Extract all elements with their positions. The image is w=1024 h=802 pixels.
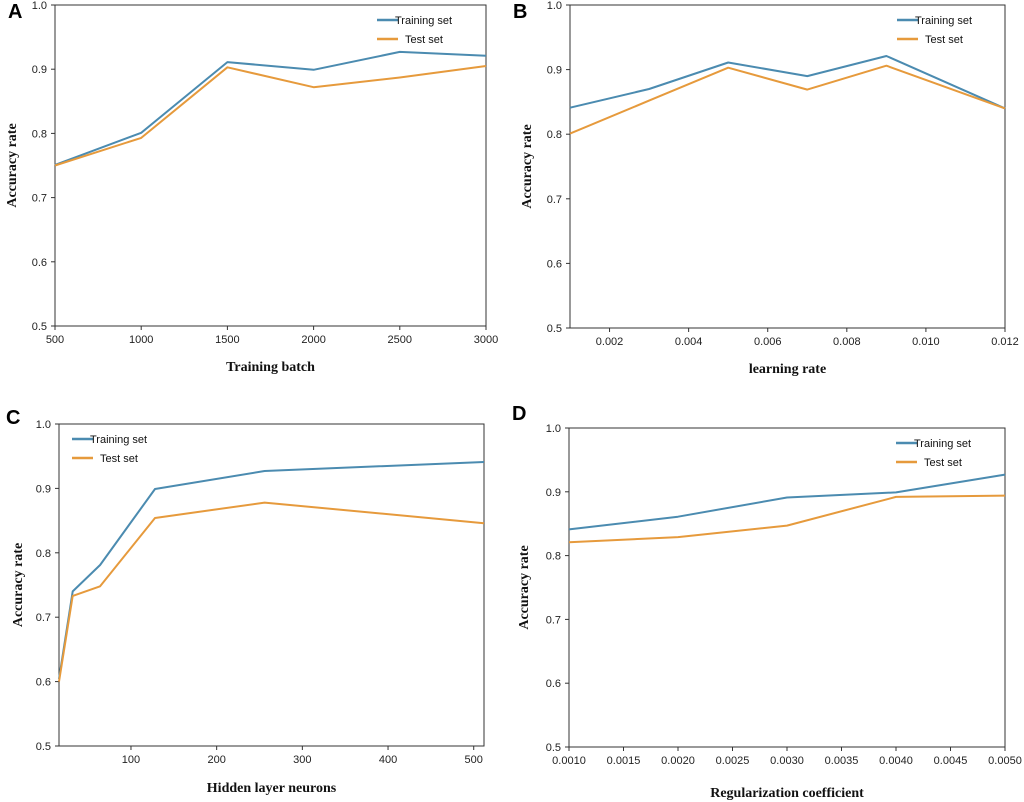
x-tick-label: 0.012 bbox=[991, 336, 1019, 348]
y-axis-title: Accuracy rate bbox=[520, 124, 535, 208]
x-tick-label: 500 bbox=[46, 334, 64, 346]
y-tick-label: 0.7 bbox=[32, 193, 47, 205]
plot-frame bbox=[58, 423, 485, 747]
x-tick-label: 0.0040 bbox=[879, 755, 913, 767]
x-axis-title: learning rate bbox=[749, 362, 826, 377]
panel-label: A bbox=[8, 1, 22, 23]
legend-label: Training set bbox=[395, 15, 452, 27]
x-tick-label: 1000 bbox=[129, 334, 153, 346]
plot-frame bbox=[568, 427, 1006, 748]
legend-label: Training set bbox=[90, 434, 147, 446]
chart-panel-a: A 0.5 0.6 0.7 0.8 0.9 1.0 500 1000 1500 2000 2500 30… bbox=[5, 0, 498, 375]
y-tick-label: 0.7 bbox=[36, 612, 51, 624]
legend: Training set Test set bbox=[897, 15, 972, 46]
y-tick-label: 0.6 bbox=[36, 677, 51, 689]
y-axis-title: Accuracy rate bbox=[517, 545, 532, 629]
series-line-test-set bbox=[54, 65, 487, 167]
x-tick-label: 300 bbox=[293, 754, 311, 766]
series-line-test-set bbox=[569, 64, 1006, 135]
legend-label: Test set bbox=[405, 34, 443, 46]
x-tick-label: 500 bbox=[465, 754, 483, 766]
series-line-training-set bbox=[58, 461, 485, 680]
y-tick-label: 0.9 bbox=[36, 483, 51, 495]
x-tick-label: 0.006 bbox=[754, 336, 782, 348]
y-tick-label: 0.8 bbox=[32, 128, 47, 140]
legend-label: Training set bbox=[914, 438, 971, 450]
y-tick-label: 0.8 bbox=[36, 548, 51, 560]
y-tick-label: 0.6 bbox=[546, 678, 561, 690]
x-tick-label: 0.0030 bbox=[770, 755, 804, 767]
x-tick-label: 2500 bbox=[388, 334, 412, 346]
chart-panel-d: D 0.5 0.6 0.7 0.8 0.9 1.0 0.0010 0.0015 0.0020 0.0… bbox=[512, 403, 1022, 801]
x-tick-label: 0.0010 bbox=[552, 755, 586, 767]
y-tick-label: 0.5 bbox=[32, 321, 47, 333]
x-axis-title: Regularization coefficient bbox=[710, 786, 864, 801]
series-line-training-set bbox=[569, 55, 1006, 110]
x-tick-label: 100 bbox=[122, 754, 140, 766]
plot-frame bbox=[569, 4, 1006, 329]
series-line-training-set bbox=[54, 50, 487, 166]
y-tick-label: 0.5 bbox=[547, 323, 562, 335]
legend: Training set Test set bbox=[377, 15, 452, 46]
x-tick-label: 400 bbox=[379, 754, 397, 766]
y-tick-label: 1.0 bbox=[36, 419, 51, 431]
x-tick-label: 3000 bbox=[474, 334, 498, 346]
y-tick-label: 0.5 bbox=[546, 742, 561, 754]
series-line-test-set bbox=[58, 501, 485, 682]
legend-label: Training set bbox=[915, 15, 972, 27]
series-line-training-set bbox=[568, 473, 1006, 531]
x-tick-label: 0.0045 bbox=[934, 755, 968, 767]
y-tick-label: 0.8 bbox=[547, 129, 562, 141]
y-axis-title: Accuracy rate bbox=[11, 543, 26, 627]
legend: Training set Test set bbox=[896, 438, 971, 469]
chart-panel-c: C 0.5 0.6 0.7 0.8 0.9 1.0 100 200 300 400 500 Hidden… bbox=[6, 407, 485, 796]
x-tick-label: 2000 bbox=[301, 334, 325, 346]
panel-label: C bbox=[6, 407, 20, 429]
x-tick-label: 0.010 bbox=[912, 336, 940, 348]
y-tick-label: 1.0 bbox=[546, 423, 561, 435]
panel-label: B bbox=[513, 1, 527, 23]
x-tick-label: 0.0050 bbox=[988, 755, 1022, 767]
y-tick-label: 0.9 bbox=[32, 64, 47, 76]
x-tick-label: 200 bbox=[207, 754, 225, 766]
y-tick-label: 0.7 bbox=[546, 614, 561, 626]
legend: Training set Test set bbox=[72, 434, 147, 465]
y-tick-label: 0.7 bbox=[547, 194, 562, 206]
y-tick-label: 0.6 bbox=[32, 257, 47, 269]
x-tick-label: 0.008 bbox=[833, 336, 861, 348]
x-tick-label: 0.0025 bbox=[716, 755, 750, 767]
legend-label: Test set bbox=[924, 457, 962, 469]
y-tick-label: 1.0 bbox=[547, 0, 562, 12]
x-axis-title: Training batch bbox=[226, 360, 315, 375]
series-line-test-set bbox=[568, 494, 1006, 544]
x-tick-label: 1500 bbox=[215, 334, 239, 346]
y-tick-label: 0.6 bbox=[547, 258, 562, 270]
y-axis-title: Accuracy rate bbox=[5, 123, 20, 207]
y-tick-label: 0.9 bbox=[546, 487, 561, 499]
x-tick-label: 0.002 bbox=[596, 336, 624, 348]
x-tick-label: 0.0020 bbox=[661, 755, 695, 767]
panel-label: D bbox=[512, 403, 526, 425]
y-tick-label: 0.5 bbox=[36, 741, 51, 753]
x-axis-title: Hidden layer neurons bbox=[207, 781, 337, 796]
legend-label: Test set bbox=[100, 453, 138, 465]
chart-panel-b: B 0.5 0.6 0.7 0.8 0.9 1.0 0.002 0.004 0.006 0.008 0… bbox=[513, 0, 1019, 377]
x-tick-label: 0.0015 bbox=[607, 755, 641, 767]
x-tick-label: 0.004 bbox=[675, 336, 703, 348]
x-tick-label: 0.0035 bbox=[825, 755, 859, 767]
y-tick-label: 0.9 bbox=[547, 65, 562, 77]
y-tick-label: 0.8 bbox=[546, 551, 561, 563]
legend-label: Test set bbox=[925, 34, 963, 46]
y-tick-label: 1.0 bbox=[32, 0, 47, 12]
